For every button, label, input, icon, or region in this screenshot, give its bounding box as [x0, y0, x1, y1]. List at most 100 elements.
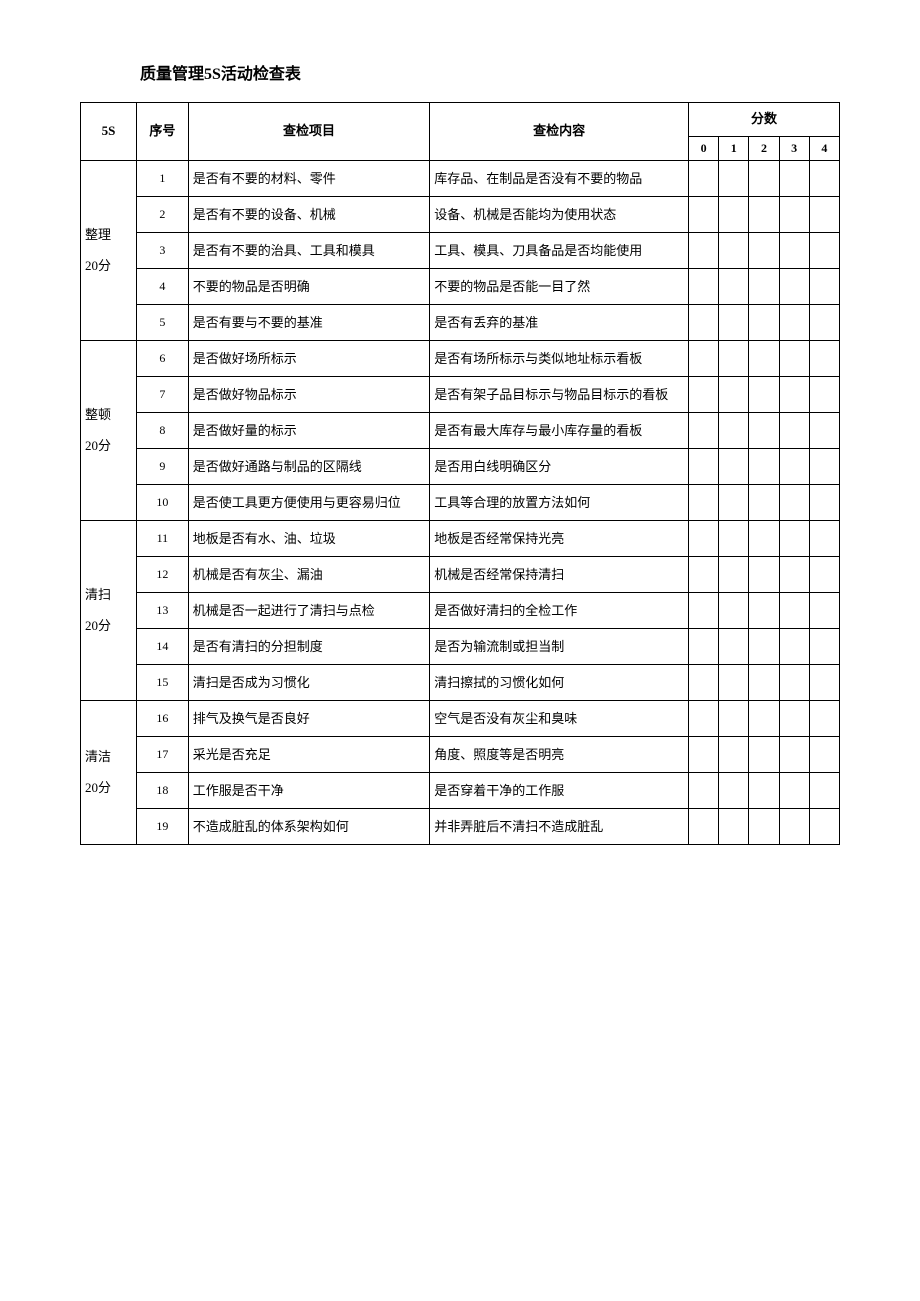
score-cell[interactable]: [689, 448, 719, 484]
score-cell[interactable]: [689, 340, 719, 376]
score-cell[interactable]: [689, 412, 719, 448]
score-cell[interactable]: [779, 772, 809, 808]
score-cell[interactable]: [719, 196, 749, 232]
score-cell[interactable]: [809, 556, 839, 592]
score-cell[interactable]: [749, 520, 779, 556]
score-cell[interactable]: [749, 772, 779, 808]
score-cell[interactable]: [809, 628, 839, 664]
header-item: 查检项目: [188, 103, 430, 161]
score-cell[interactable]: [719, 592, 749, 628]
score-cell[interactable]: [779, 448, 809, 484]
score-cell[interactable]: [689, 736, 719, 772]
score-cell[interactable]: [779, 160, 809, 196]
score-cell[interactable]: [809, 520, 839, 556]
score-cell[interactable]: [719, 556, 749, 592]
score-cell[interactable]: [749, 196, 779, 232]
score-cell[interactable]: [779, 736, 809, 772]
score-cell[interactable]: [689, 196, 719, 232]
score-cell[interactable]: [719, 448, 749, 484]
score-cell[interactable]: [809, 304, 839, 340]
seq-cell: 10: [137, 484, 189, 520]
score-cell[interactable]: [749, 556, 779, 592]
score-cell[interactable]: [719, 484, 749, 520]
score-cell[interactable]: [779, 700, 809, 736]
score-cell[interactable]: [689, 484, 719, 520]
score-cell[interactable]: [719, 664, 749, 700]
score-cell[interactable]: [749, 232, 779, 268]
score-cell[interactable]: [689, 268, 719, 304]
score-cell[interactable]: [689, 520, 719, 556]
score-cell[interactable]: [809, 592, 839, 628]
score-cell[interactable]: [719, 700, 749, 736]
score-cell[interactable]: [809, 412, 839, 448]
score-cell[interactable]: [689, 664, 719, 700]
score-cell[interactable]: [779, 304, 809, 340]
score-cell[interactable]: [749, 736, 779, 772]
score-cell[interactable]: [779, 664, 809, 700]
score-cell[interactable]: [779, 484, 809, 520]
score-cell[interactable]: [779, 592, 809, 628]
score-cell[interactable]: [749, 592, 779, 628]
score-cell[interactable]: [809, 448, 839, 484]
score-cell[interactable]: [809, 268, 839, 304]
score-cell[interactable]: [809, 232, 839, 268]
score-cell[interactable]: [779, 808, 809, 844]
score-cell[interactable]: [809, 808, 839, 844]
score-cell[interactable]: [689, 160, 719, 196]
score-cell[interactable]: [749, 376, 779, 412]
score-cell[interactable]: [719, 304, 749, 340]
score-cell[interactable]: [719, 160, 749, 196]
score-cell[interactable]: [749, 808, 779, 844]
score-cell[interactable]: [779, 412, 809, 448]
score-cell[interactable]: [719, 736, 749, 772]
score-cell[interactable]: [809, 376, 839, 412]
score-cell[interactable]: [779, 520, 809, 556]
score-cell[interactable]: [779, 556, 809, 592]
desc-cell: 工具、模具、刀具备品是否均能使用: [430, 232, 689, 268]
score-cell[interactable]: [719, 340, 749, 376]
score-cell[interactable]: [689, 376, 719, 412]
score-cell[interactable]: [809, 340, 839, 376]
score-cell[interactable]: [779, 628, 809, 664]
score-cell[interactable]: [809, 772, 839, 808]
score-cell[interactable]: [689, 556, 719, 592]
score-cell[interactable]: [689, 304, 719, 340]
score-cell[interactable]: [779, 232, 809, 268]
score-cell[interactable]: [779, 376, 809, 412]
score-cell[interactable]: [749, 700, 779, 736]
score-cell[interactable]: [689, 808, 719, 844]
score-cell[interactable]: [749, 268, 779, 304]
score-cell[interactable]: [689, 700, 719, 736]
desc-cell: 角度、照度等是否明亮: [430, 736, 689, 772]
score-cell[interactable]: [749, 304, 779, 340]
score-cell[interactable]: [719, 268, 749, 304]
score-cell[interactable]: [809, 160, 839, 196]
score-cell[interactable]: [719, 520, 749, 556]
score-cell[interactable]: [719, 376, 749, 412]
score-cell[interactable]: [749, 448, 779, 484]
seq-cell: 15: [137, 664, 189, 700]
score-cell[interactable]: [719, 772, 749, 808]
score-cell[interactable]: [749, 664, 779, 700]
score-cell[interactable]: [809, 700, 839, 736]
score-cell[interactable]: [749, 412, 779, 448]
score-cell[interactable]: [749, 160, 779, 196]
score-cell[interactable]: [719, 232, 749, 268]
score-cell[interactable]: [689, 772, 719, 808]
score-cell[interactable]: [719, 808, 749, 844]
score-cell[interactable]: [689, 232, 719, 268]
score-cell[interactable]: [689, 628, 719, 664]
score-cell[interactable]: [809, 196, 839, 232]
score-cell[interactable]: [779, 196, 809, 232]
score-cell[interactable]: [719, 628, 749, 664]
score-cell[interactable]: [749, 340, 779, 376]
score-cell[interactable]: [779, 268, 809, 304]
score-cell[interactable]: [719, 412, 749, 448]
score-cell[interactable]: [809, 664, 839, 700]
score-cell[interactable]: [779, 340, 809, 376]
score-cell[interactable]: [689, 592, 719, 628]
score-cell[interactable]: [749, 628, 779, 664]
score-cell[interactable]: [809, 736, 839, 772]
score-cell[interactable]: [809, 484, 839, 520]
score-cell[interactable]: [749, 484, 779, 520]
